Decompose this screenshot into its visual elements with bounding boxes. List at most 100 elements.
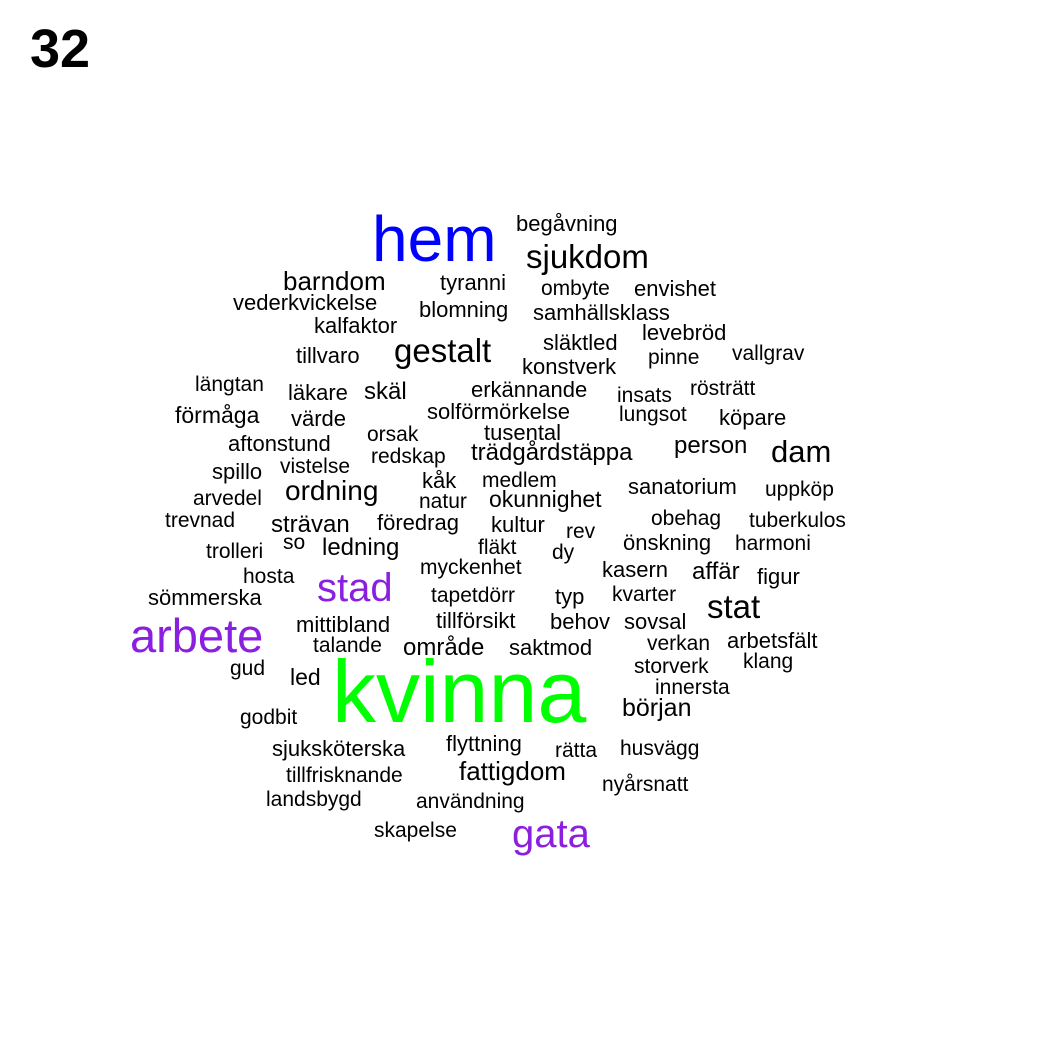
word-regular: kalfaktor [314, 313, 398, 338]
word-regular: sovsal [624, 609, 687, 634]
word-regular: rev [566, 520, 596, 543]
word-regular: sjukdom [526, 238, 649, 275]
word-regular: gestalt [394, 332, 492, 369]
word-regular: klang [743, 650, 794, 673]
word-regular: kåk [422, 468, 457, 493]
word-regular: flyttning [446, 731, 522, 756]
word-regular: godbit [240, 706, 298, 729]
word-regular: so [283, 531, 306, 554]
word-regular: trolleri [206, 540, 264, 563]
word-secondary: gata [512, 812, 590, 856]
word-regular: orsak [367, 423, 419, 446]
word-regular: kultur [491, 512, 545, 537]
word-regular: ledning [322, 534, 400, 561]
word-regular: tyranni [440, 270, 507, 295]
word-regular: mittibland [296, 612, 391, 637]
word-regular: dy [552, 541, 575, 564]
word-regular: talande [313, 634, 382, 657]
word-regular: solförmörkelse [427, 399, 571, 424]
word-regular: barndom [283, 266, 386, 296]
word-regular: trädgårdstäppa [471, 439, 633, 466]
word-regular: affär [692, 558, 740, 585]
word-regular: tillförsikt [436, 608, 516, 633]
word-regular: behov [550, 609, 610, 634]
word-regular: begåvning [516, 211, 618, 236]
word-regular: längtan [195, 373, 264, 396]
word-regular: skapelse [374, 819, 457, 842]
word-regular: tapetdörr [431, 584, 516, 607]
word-regular: pinne [648, 346, 700, 369]
word-regular: fattigdom [459, 756, 566, 786]
word-regular: medlem [482, 469, 557, 492]
word-regular: arbetsfält [727, 628, 818, 653]
word-regular: husvägg [620, 737, 700, 760]
word-regular: person [674, 432, 748, 459]
word-secondary: arbete [130, 609, 264, 662]
word-regular: innersta [655, 676, 730, 699]
word-regular: tuberkulos [749, 509, 846, 532]
word-regular: sömmerska [148, 585, 262, 610]
word-regular: läkare [288, 380, 348, 405]
word-regular: vederkvickelse [233, 290, 378, 315]
word-regular: kvarter [612, 583, 677, 606]
word-regular: vallgrav [732, 342, 805, 365]
word-regular: storverk [634, 655, 709, 678]
word-regular: erkännande [471, 377, 588, 402]
word-regular: levebröd [642, 320, 727, 345]
word-regular: uppköp [765, 478, 834, 501]
word-regular: gud [230, 657, 266, 680]
word-regular: föredrag [377, 510, 459, 535]
word-regular: förmåga [175, 402, 260, 428]
word-regular: natur [419, 490, 467, 513]
word-regular: önskning [623, 530, 712, 555]
word-top: kvinna [332, 642, 587, 741]
word-regular: rätta [555, 739, 598, 762]
word-regular: användning [416, 790, 525, 813]
word-regular: tusental [484, 420, 562, 445]
word-regular: sjuksköterska [272, 736, 406, 761]
word-regular: harmoni [735, 532, 811, 555]
word-regular: hosta [243, 565, 295, 588]
word-regular: släktled [543, 330, 618, 355]
word-regular: ordning [285, 475, 379, 506]
word-regular: verkan [647, 632, 711, 655]
word-regular: nyårsnatt [602, 773, 689, 796]
word-regular: myckenhet [420, 556, 522, 579]
word-regular: stat [707, 588, 761, 625]
word-regular: blomning [419, 297, 509, 322]
word-regular: tillfrisknande [286, 764, 403, 787]
word-regular: värde [291, 406, 347, 431]
word-regular: spillo [212, 459, 263, 484]
word-regular: kasern [602, 557, 669, 582]
word-regular: dam [771, 434, 832, 469]
word-regular: aftonstund [228, 431, 331, 456]
word-regular: envishet [634, 276, 716, 301]
word-regular: arvedel [193, 487, 262, 510]
word-regular: landsbygd [266, 788, 362, 811]
word-regular: början [622, 694, 692, 722]
word-regular: konstverk [522, 354, 617, 379]
word-regular: fläkt [478, 536, 517, 559]
word-regular: figur [757, 564, 800, 589]
word-regular: skäl [364, 378, 407, 405]
word-primary: hem [372, 203, 497, 275]
word-regular: strävan [271, 511, 350, 538]
word-regular: saktmod [509, 635, 593, 660]
word-regular: vistelse [280, 455, 351, 478]
word-regular: tillvaro [296, 343, 360, 368]
page-number: 32 [30, 19, 91, 79]
word-secondary: stad [317, 566, 393, 610]
word-regular: rösträtt [690, 377, 756, 400]
word-regular: trevnad [165, 509, 236, 532]
word-regular: insats [617, 384, 672, 407]
word-regular: typ [555, 584, 585, 609]
word-regular: område [403, 634, 485, 661]
word-regular: redskap [371, 445, 446, 468]
word-regular: samhällsklass [533, 300, 670, 325]
word-regular: obehag [651, 507, 722, 530]
word-regular: led [290, 664, 321, 690]
word-regular: ombyte [541, 277, 610, 300]
word-regular: sanatorium [628, 474, 737, 499]
word-regular: okunnighet [489, 486, 602, 512]
